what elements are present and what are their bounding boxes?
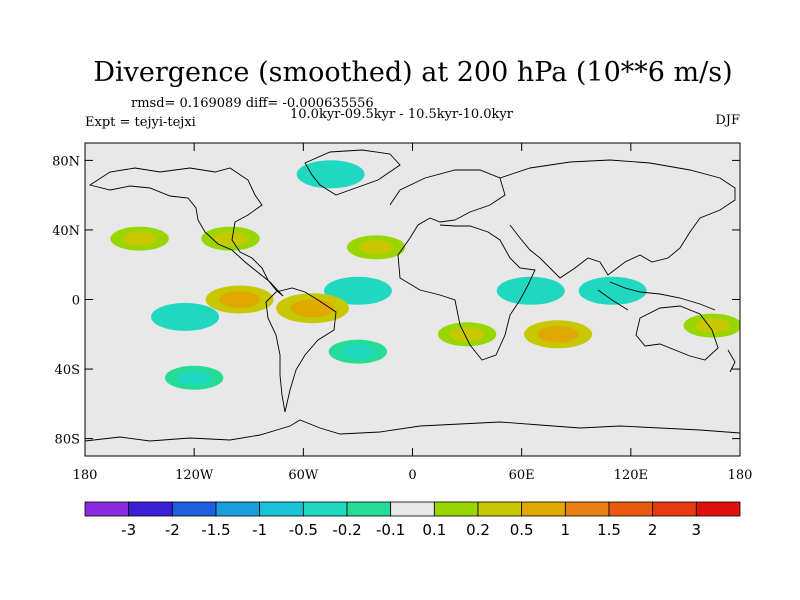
period-text: 10.0kyr-09.5kyr - 10.5kyr-10.0kyr bbox=[290, 107, 514, 122]
anomaly-south-atlantic bbox=[328, 339, 388, 364]
colorbar-label: -2 bbox=[165, 521, 180, 539]
colorbar-label: -0.2 bbox=[332, 521, 361, 539]
colorbar-label: -0.1 bbox=[376, 521, 405, 539]
colorbar-swatch bbox=[128, 501, 173, 517]
y-tick-label: 40N bbox=[52, 224, 80, 239]
colorbar-label: 3 bbox=[692, 521, 702, 539]
anomaly-north-pacific bbox=[110, 226, 169, 251]
y-axis: 80N 40N 0 40S 80S bbox=[52, 154, 740, 448]
colorbar-swatch bbox=[477, 501, 523, 517]
colorbar-swatch bbox=[521, 501, 566, 517]
chart-title: Divergence (smoothed) at 200 hPa (10**6 … bbox=[93, 57, 732, 88]
y-tick-label: 80S bbox=[55, 433, 80, 448]
anomaly-north-pacific-east bbox=[201, 226, 260, 251]
x-tick-label: 60E bbox=[509, 468, 535, 483]
colorbar-label: 1.5 bbox=[597, 521, 621, 539]
season-label: DJF bbox=[715, 113, 740, 128]
colorbar-swatch bbox=[652, 501, 697, 517]
colorbar-label: 2 bbox=[648, 521, 658, 539]
colorbar-label: 0.5 bbox=[510, 521, 534, 539]
coastlines bbox=[85, 149, 740, 442]
y-tick-label: 40S bbox=[55, 363, 80, 378]
south-america-coast bbox=[265, 287, 337, 413]
x-axis: 180 120W 60W 0 60E 120E 180 bbox=[73, 143, 753, 483]
colorbar-swatch bbox=[608, 501, 654, 517]
colorbar-swatch bbox=[564, 501, 610, 517]
colorbar-swatch bbox=[259, 501, 304, 517]
colorbar-swatch bbox=[215, 501, 261, 517]
greenland-coast bbox=[304, 149, 401, 196]
x-tick-label: 120E bbox=[614, 468, 648, 483]
anomaly-eastern-amazon bbox=[276, 293, 349, 324]
colorbar-label: 1 bbox=[561, 521, 571, 539]
x-tick-label: 180 bbox=[728, 468, 753, 483]
stats-text: rmsd= 0.169089 diff= -0.000635556 bbox=[131, 96, 374, 111]
colorbar-label: -3 bbox=[121, 521, 136, 539]
anomaly-southwest-pacific bbox=[683, 313, 740, 338]
maritime-continent-coast bbox=[597, 281, 716, 311]
colorbar-swatch bbox=[346, 501, 392, 517]
x-tick-label: 60W bbox=[288, 468, 319, 483]
colorbar-swatch bbox=[433, 501, 479, 517]
anomaly-north-atlantic bbox=[346, 235, 406, 260]
colorbar-label: 0.1 bbox=[422, 521, 446, 539]
north-america-coast bbox=[88, 167, 284, 297]
antarctica-coast bbox=[85, 419, 740, 442]
colorbar-label: -0.5 bbox=[289, 521, 318, 539]
y-tick-label: 0 bbox=[72, 294, 80, 309]
colorbar-swatch bbox=[390, 501, 435, 517]
anomaly-south-indian-ocean bbox=[524, 320, 593, 349]
colorbar-swatch bbox=[302, 501, 348, 517]
anomaly-central-tropical-pacific bbox=[151, 302, 220, 331]
australia-coast bbox=[635, 305, 719, 361]
anomaly-eastern-tropical-pacific bbox=[205, 285, 274, 314]
anomaly-indian-ocean-west bbox=[496, 276, 565, 305]
y-tick-label: 80N bbox=[52, 154, 80, 169]
colorbar-label: -1 bbox=[252, 521, 267, 539]
new-zealand-coast bbox=[727, 349, 736, 373]
x-tick-label: 180 bbox=[73, 468, 98, 483]
x-tick-label: 0 bbox=[408, 468, 416, 483]
anomaly-southern-ocean-pacific bbox=[164, 365, 224, 390]
divergence-field bbox=[110, 160, 740, 390]
europe-africa-coast bbox=[389, 169, 536, 361]
colorbar-swatch bbox=[695, 501, 741, 517]
anomaly-equatorial-atlantic bbox=[323, 276, 392, 305]
x-tick-label: 120W bbox=[175, 468, 214, 483]
colorbar: -3 -2 -1.5 -1 -0.5 -0.2 -0.1 0.1 0.2 0.5 1 1.5 2 3 bbox=[84, 501, 741, 539]
anomaly-greenland bbox=[296, 160, 365, 189]
map-background bbox=[85, 143, 740, 456]
asia-coast bbox=[499, 159, 736, 279]
colorbar-label: -1.5 bbox=[201, 521, 230, 539]
experiment-text: Expt = tejyi-tejxi bbox=[85, 115, 196, 130]
anomaly-maritime-continent bbox=[578, 276, 647, 305]
colorbar-swatch bbox=[171, 501, 217, 517]
anomaly-southern-africa bbox=[437, 322, 497, 347]
colorbar-label: 0.2 bbox=[466, 521, 490, 539]
colorbar-swatch bbox=[84, 501, 130, 517]
